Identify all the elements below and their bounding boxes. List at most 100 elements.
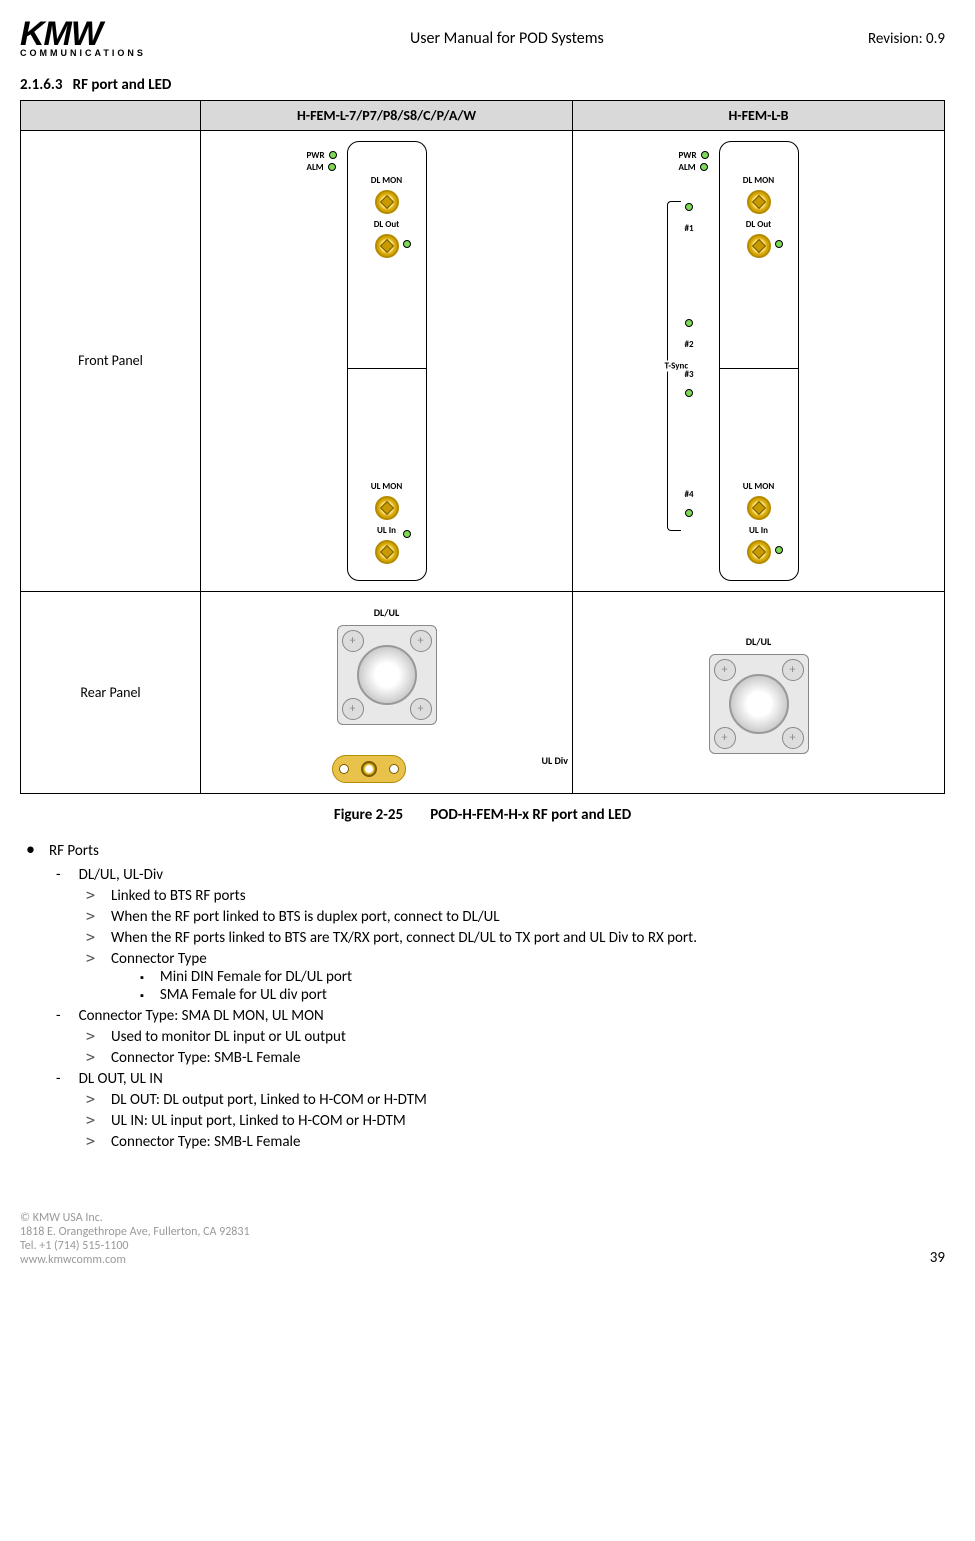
- s3-1: DL OUT: DL output port, Linked to H-COM …: [86, 1090, 945, 1109]
- footer-addr: 1818 E. Orangethrope Ave, Fullerton, CA …: [20, 1225, 250, 1239]
- s1-4b: SMA Female for UL div port: [140, 986, 945, 1004]
- tsync-4-lbl: #4: [685, 489, 694, 500]
- alm-led-row: ALM: [307, 162, 337, 173]
- dlmon-label: DL MON: [371, 175, 402, 186]
- front-panel-2: PWR ALM T-Sync #1 #2 #3 #4: [573, 130, 945, 591]
- pwr-label: PWR: [307, 150, 325, 161]
- alm-led-icon-b: [700, 163, 708, 171]
- tsync-3-lbl: #3: [685, 369, 694, 380]
- dlul-label-1: DL/UL: [205, 606, 568, 619]
- logo: KMW COMMUNICATIONS: [20, 20, 146, 58]
- s-dlout: DL OUT, UL IN DL OUT: DL output port, Li…: [56, 1070, 945, 1151]
- dlout-led-icon-b: [775, 240, 783, 248]
- page-footer: © KMW USA Inc. 1818 E. Orangethrope Ave,…: [20, 1211, 945, 1267]
- s1-1: Linked to BTS RF ports: [86, 886, 945, 905]
- pwr-led-row-b: PWR: [679, 150, 709, 161]
- th-col2: H-FEM-L-B: [573, 100, 945, 130]
- tsync-1-lbl: #1: [685, 223, 694, 234]
- page-header: KMW COMMUNICATIONS User Manual for POD S…: [20, 20, 945, 58]
- dlul-connector-icon: ++ ++: [337, 625, 437, 725]
- row-rear-label: Rear Panel: [21, 591, 201, 793]
- ulin-label: UL In: [377, 525, 396, 536]
- tsync-2-led: [685, 319, 693, 327]
- figure-label: Figure 2-25: [334, 806, 403, 824]
- footer-left: © KMW USA Inc. 1818 E. Orangethrope Ave,…: [20, 1211, 250, 1267]
- dlmon-port-icon: [375, 190, 399, 214]
- th-col1: H-FEM-L-7/P7/P8/S8/C/P/A/W: [201, 100, 573, 130]
- s2-text: Connector Type: SMA DL MON, UL MON: [79, 1007, 324, 1025]
- dlul-connector-icon-b: ++ ++: [709, 654, 809, 754]
- tsync-group: T-Sync #1 #2 #3 #4: [667, 201, 721, 531]
- n1-label: #1: [685, 223, 694, 234]
- doc-title: User Manual for POD Systems: [146, 29, 868, 48]
- footer-tel: Tel. +1 (714) 515-1100: [20, 1239, 250, 1253]
- b-rfports-text: RF Ports: [49, 842, 99, 860]
- revision: Revision: 0.9: [868, 30, 945, 48]
- ulin-label-b: UL In: [749, 525, 768, 536]
- dlout-port-icon: [375, 234, 399, 258]
- uldiv-connector-icon: [332, 755, 406, 783]
- ulmon-port-icon: [375, 496, 399, 520]
- alm-label-b: ALM: [679, 162, 696, 173]
- s2-2: Connector Type: SMB-L Female: [86, 1048, 945, 1067]
- ulin-port-icon-b: [747, 540, 771, 564]
- s-conntype: Connector Type: SMA DL MON, UL MON Used …: [56, 1007, 945, 1067]
- dlmon-port-icon-b: [747, 190, 771, 214]
- rear-panel-2: DL/UL ++ ++: [573, 591, 945, 793]
- tsync1-led-icon: [685, 203, 693, 211]
- ulmon-label: UL MON: [371, 481, 403, 492]
- pwr-led-icon: [329, 151, 337, 159]
- logo-sub: COMMUNICATIONS: [20, 50, 146, 58]
- rf-port-table: H-FEM-L-7/P7/P8/S8/C/P/A/W H-FEM-L-B Fro…: [20, 100, 945, 794]
- footer-copyright: © KMW USA Inc.: [20, 1211, 250, 1225]
- s1-4: Connector Type Mini DIN Female for DL/UL…: [86, 949, 945, 1004]
- section-title: RF port and LED: [73, 76, 172, 94]
- uldiv-label: UL Div: [541, 754, 568, 767]
- figure-caption: Figure 2-25 POD-H-FEM-H-x RF port and LE…: [20, 806, 945, 824]
- n4-label: #4: [685, 489, 694, 500]
- n3-label: #3: [685, 369, 694, 380]
- dlul-label-2: DL/UL: [577, 635, 940, 648]
- n2-label: #2: [685, 339, 694, 350]
- footer-web: www.kmwcomm.com: [20, 1253, 250, 1267]
- section-heading: 2.1.6.3 RF port and LED: [20, 76, 945, 94]
- pwr-label-b: PWR: [679, 150, 697, 161]
- s3-3: Connector Type: SMB-L Female: [86, 1132, 945, 1151]
- s1-4a: Mini DIN Female for DL/UL port: [140, 968, 945, 986]
- dlmon-label-b: DL MON: [743, 175, 774, 186]
- tsync4-led-icon: [685, 509, 693, 517]
- module-b: DL MON DL Out UL MON UL In: [719, 141, 799, 581]
- alm-label: ALM: [307, 162, 324, 173]
- s1-2: When the RF port linked to BTS is duplex…: [86, 907, 945, 926]
- b-rfports: RF Ports DL/UL, UL-Div Linked to BTS RF …: [26, 838, 945, 1151]
- figure-title: POD-H-FEM-H-x RF port and LED: [430, 806, 631, 824]
- rear-panel-1: DL/UL ++ ++ UL Div: [201, 591, 573, 793]
- pwr-led-row: PWR: [307, 150, 337, 161]
- s3-2: UL IN: UL input port, Linked to H-COM or…: [86, 1111, 945, 1130]
- s1-3: When the RF ports linked to BTS are TX/R…: [86, 928, 945, 947]
- page-number: 39: [930, 1249, 945, 1267]
- dlout-port-icon-b: [747, 234, 771, 258]
- pwr-led-icon-b: [701, 151, 709, 159]
- tsync-2-lbl: #2: [685, 339, 694, 350]
- s-dlul: DL/UL, UL-Div Linked to BTS RF ports Whe…: [56, 866, 945, 1004]
- s3-text: DL OUT, UL IN: [79, 1070, 163, 1088]
- front-panel-1: PWR ALM DL MON DL Out UL MON: [201, 130, 573, 591]
- tsync-1: [685, 203, 693, 211]
- s-dlul-text: DL/UL, UL-Div: [79, 866, 164, 884]
- row-front-label: Front Panel: [21, 130, 201, 591]
- s2-1: Used to monitor DL input or UL output: [86, 1027, 945, 1046]
- tsync-4-led: [685, 509, 693, 517]
- ulin-port-icon: [375, 540, 399, 564]
- module-a: DL MON DL Out UL MON UL In: [347, 141, 427, 581]
- ulmon-port-icon-b: [747, 496, 771, 520]
- tsync-3-led: [685, 389, 693, 397]
- alm-led-row-b: ALM: [679, 162, 709, 173]
- ulmon-label-b: UL MON: [743, 481, 775, 492]
- dlout-led-icon: [403, 240, 411, 248]
- dlout-label: DL Out: [374, 219, 400, 230]
- content-list: RF Ports DL/UL, UL-Div Linked to BTS RF …: [20, 838, 945, 1151]
- th-blank: [21, 100, 201, 130]
- s1-4-text: Connector Type: [111, 950, 207, 968]
- ulin-led-icon: [403, 530, 411, 538]
